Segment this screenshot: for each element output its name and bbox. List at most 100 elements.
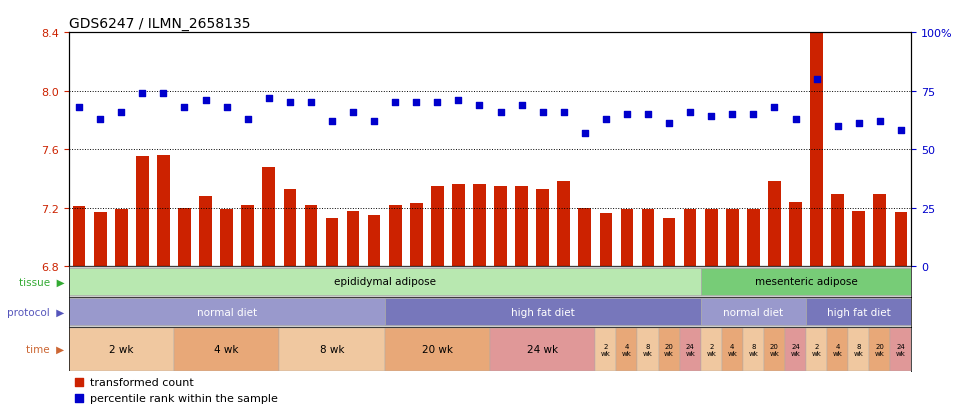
Point: [808, 76, 824, 83]
Text: time  ▶: time ▶: [26, 344, 65, 354]
Text: 8
wk: 8 wk: [643, 343, 653, 356]
Bar: [494, 186, 507, 266]
Bar: [558, 182, 570, 266]
Bar: [722, 328, 743, 370]
Text: 2 wk: 2 wk: [109, 344, 133, 354]
Point: [640, 112, 656, 118]
Point: [71, 395, 86, 402]
Point: [872, 119, 888, 125]
Bar: [115, 209, 127, 266]
Bar: [389, 205, 402, 266]
Bar: [220, 209, 233, 266]
Bar: [452, 185, 465, 266]
Point: [662, 121, 677, 127]
Text: percentile rank within the sample: percentile rank within the sample: [90, 394, 277, 404]
Text: high fat diet: high fat diet: [511, 307, 574, 317]
Bar: [701, 298, 807, 325]
Text: mesenteric adipose: mesenteric adipose: [755, 277, 858, 287]
Point: [261, 95, 276, 102]
Bar: [515, 186, 528, 266]
Point: [493, 109, 509, 116]
Bar: [789, 202, 802, 266]
Text: 4 wk: 4 wk: [215, 344, 239, 354]
Point: [198, 97, 214, 104]
Point: [134, 90, 150, 97]
Bar: [684, 209, 697, 266]
Point: [324, 119, 340, 125]
Point: [471, 102, 487, 109]
Bar: [810, 11, 823, 266]
Text: GDS6247 / ILMN_2658135: GDS6247 / ILMN_2658135: [69, 17, 250, 31]
Bar: [764, 328, 785, 370]
Bar: [747, 209, 760, 266]
Bar: [94, 213, 107, 266]
Text: 8
wk: 8 wk: [749, 343, 759, 356]
Text: 20
wk: 20 wk: [664, 343, 674, 356]
Point: [556, 109, 571, 116]
Text: 24
wk: 24 wk: [896, 343, 906, 356]
Text: normal diet: normal diet: [197, 307, 257, 317]
Bar: [869, 328, 891, 370]
Bar: [807, 298, 911, 325]
Point: [577, 130, 593, 137]
Bar: [600, 214, 612, 266]
Point: [219, 104, 234, 111]
Text: 8
wk: 8 wk: [854, 343, 863, 356]
Bar: [178, 208, 191, 266]
Point: [409, 100, 424, 107]
Bar: [305, 205, 318, 266]
Point: [451, 97, 466, 104]
Point: [724, 112, 740, 118]
Point: [598, 116, 613, 123]
Bar: [174, 328, 279, 370]
Text: 4
wk: 4 wk: [833, 343, 843, 356]
Bar: [410, 204, 422, 266]
Bar: [895, 213, 907, 266]
Point: [156, 90, 171, 97]
Point: [303, 100, 318, 107]
Bar: [263, 167, 275, 266]
Text: transformed count: transformed count: [90, 377, 193, 387]
Bar: [368, 216, 380, 266]
Bar: [705, 209, 717, 266]
Bar: [638, 328, 659, 370]
Text: epididymal adipose: epididymal adipose: [333, 277, 436, 287]
Point: [367, 119, 382, 125]
Bar: [891, 328, 911, 370]
Bar: [73, 206, 85, 266]
Bar: [385, 298, 701, 325]
Point: [766, 104, 782, 111]
Text: 2
wk: 2 wk: [811, 343, 821, 356]
Bar: [807, 328, 827, 370]
Point: [72, 104, 87, 111]
Text: normal diet: normal diet: [723, 307, 783, 317]
Point: [387, 100, 403, 107]
Bar: [490, 328, 596, 370]
Bar: [283, 189, 296, 266]
Bar: [136, 157, 149, 266]
Text: 4
wk: 4 wk: [727, 343, 737, 356]
Point: [114, 109, 129, 116]
Bar: [199, 197, 212, 266]
Point: [535, 109, 551, 116]
Point: [240, 116, 256, 123]
Bar: [431, 186, 444, 266]
Point: [514, 102, 529, 109]
Text: 20
wk: 20 wk: [875, 343, 885, 356]
Point: [893, 128, 908, 134]
Bar: [157, 156, 170, 266]
Bar: [69, 268, 701, 295]
Bar: [726, 209, 739, 266]
Point: [345, 109, 361, 116]
Text: tissue  ▶: tissue ▶: [19, 277, 65, 287]
Point: [282, 100, 298, 107]
Text: 20
wk: 20 wk: [769, 343, 779, 356]
Bar: [325, 218, 338, 266]
Bar: [69, 298, 385, 325]
Bar: [241, 205, 254, 266]
Bar: [642, 209, 655, 266]
Text: 24 wk: 24 wk: [527, 344, 559, 354]
Bar: [578, 208, 591, 266]
Text: 20 wk: 20 wk: [421, 344, 453, 354]
Bar: [616, 328, 638, 370]
